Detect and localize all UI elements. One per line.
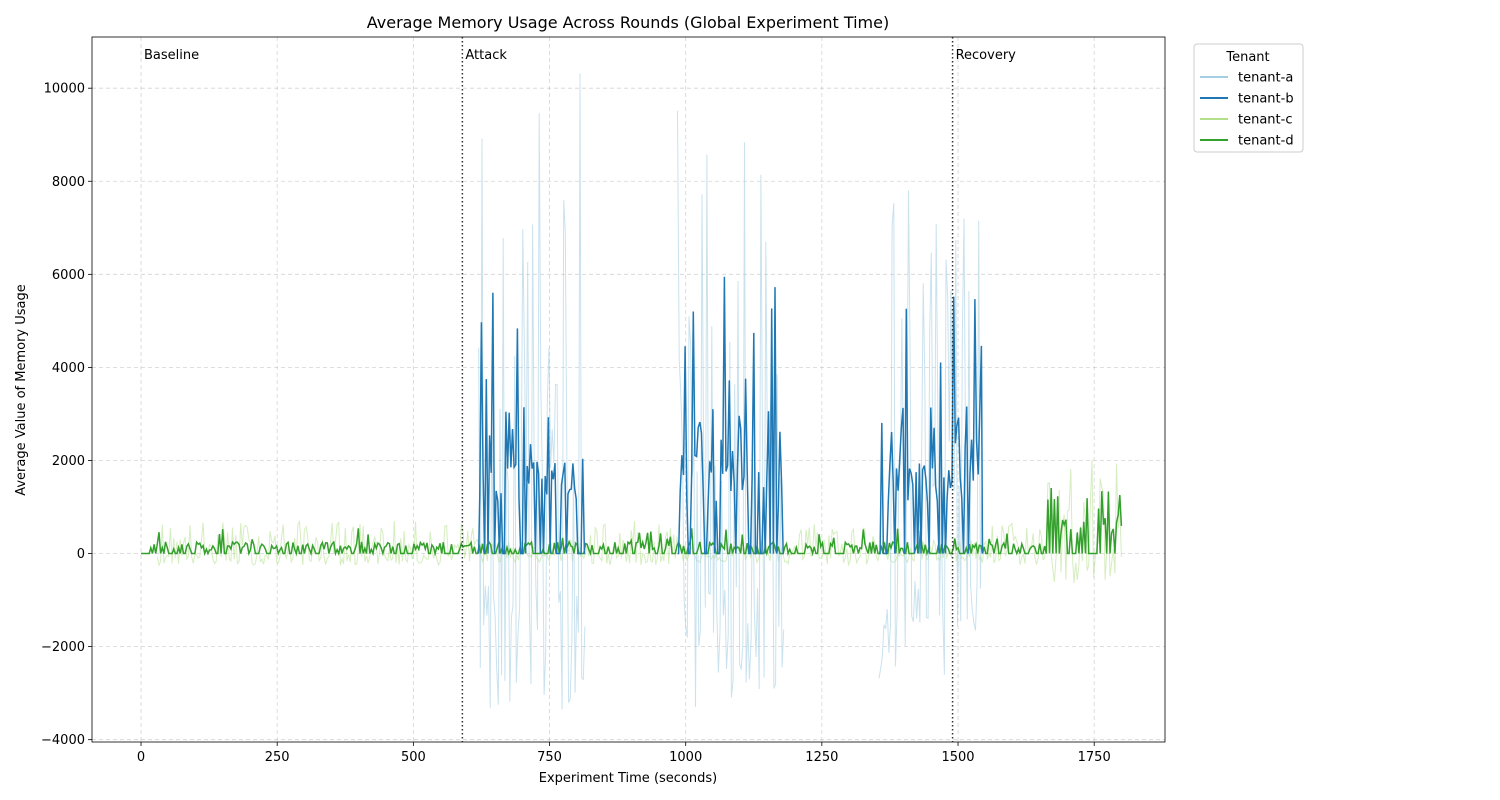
x-tick-label: 1250 (805, 750, 838, 765)
phase-label: Recovery (956, 48, 1017, 63)
series-line-tenant-b (477, 292, 586, 555)
plot-frame (91, 36, 1166, 743)
y-tick-label: 2000 (52, 454, 85, 469)
grid-layer (92, 37, 1165, 742)
y-tick-label: 6000 (52, 268, 85, 283)
x-tick-label: 1000 (669, 750, 702, 765)
legend-label-tenant-d: tenant-d (1238, 134, 1294, 149)
x-axis-label: Experiment Time (seconds) (539, 771, 717, 786)
series-line-tenant-a (878, 190, 983, 679)
legend-label-tenant-b: tenant-b (1238, 92, 1294, 107)
series-line-tenant-b (677, 276, 784, 555)
chart-title: Average Memory Usage Across Rounds (Glob… (367, 13, 889, 32)
y-tick-label: 0 (77, 547, 85, 562)
legend: Tenant tenant-a tenant-b tenant-c tenant-d (1193, 43, 1304, 153)
legend-label-tenant-a: tenant-a (1238, 71, 1293, 86)
series-line-tenant-d (141, 487, 1123, 557)
x-tick-label: 250 (265, 750, 290, 765)
y-tick-label: −2000 (41, 640, 85, 655)
phase-layer: Baseline Attack Recovery (144, 37, 1016, 742)
y-tick-label: 8000 (52, 175, 85, 190)
x-tick-label: 1750 (1078, 750, 1111, 765)
legend-title: Tenant (1225, 50, 1269, 65)
phase-label: Baseline (144, 48, 199, 63)
x-tick-label: 0 (137, 750, 145, 765)
axis-layer: 0 250 500 750 1000 1250 1500 1750 −4000 −2000 0 200… (41, 82, 1111, 765)
legend-box (1193, 43, 1304, 153)
x-tick-label: 750 (537, 750, 562, 765)
y-tick-label: 10000 (44, 82, 85, 97)
phase-label: Attack (465, 48, 507, 63)
y-axis-label: Average Value of Memory Usage (14, 284, 29, 496)
x-tick-label: 500 (401, 750, 426, 765)
y-tick-label: −4000 (41, 733, 85, 748)
series-line-tenant-a (677, 110, 785, 707)
series-line-tenant-a (478, 73, 586, 710)
series-layer (141, 73, 1123, 710)
y-tick-label: 4000 (52, 361, 85, 376)
series-line-tenant-b (879, 296, 984, 555)
legend-label-tenant-c: tenant-c (1238, 113, 1292, 128)
x-tick-label: 1500 (941, 750, 974, 765)
